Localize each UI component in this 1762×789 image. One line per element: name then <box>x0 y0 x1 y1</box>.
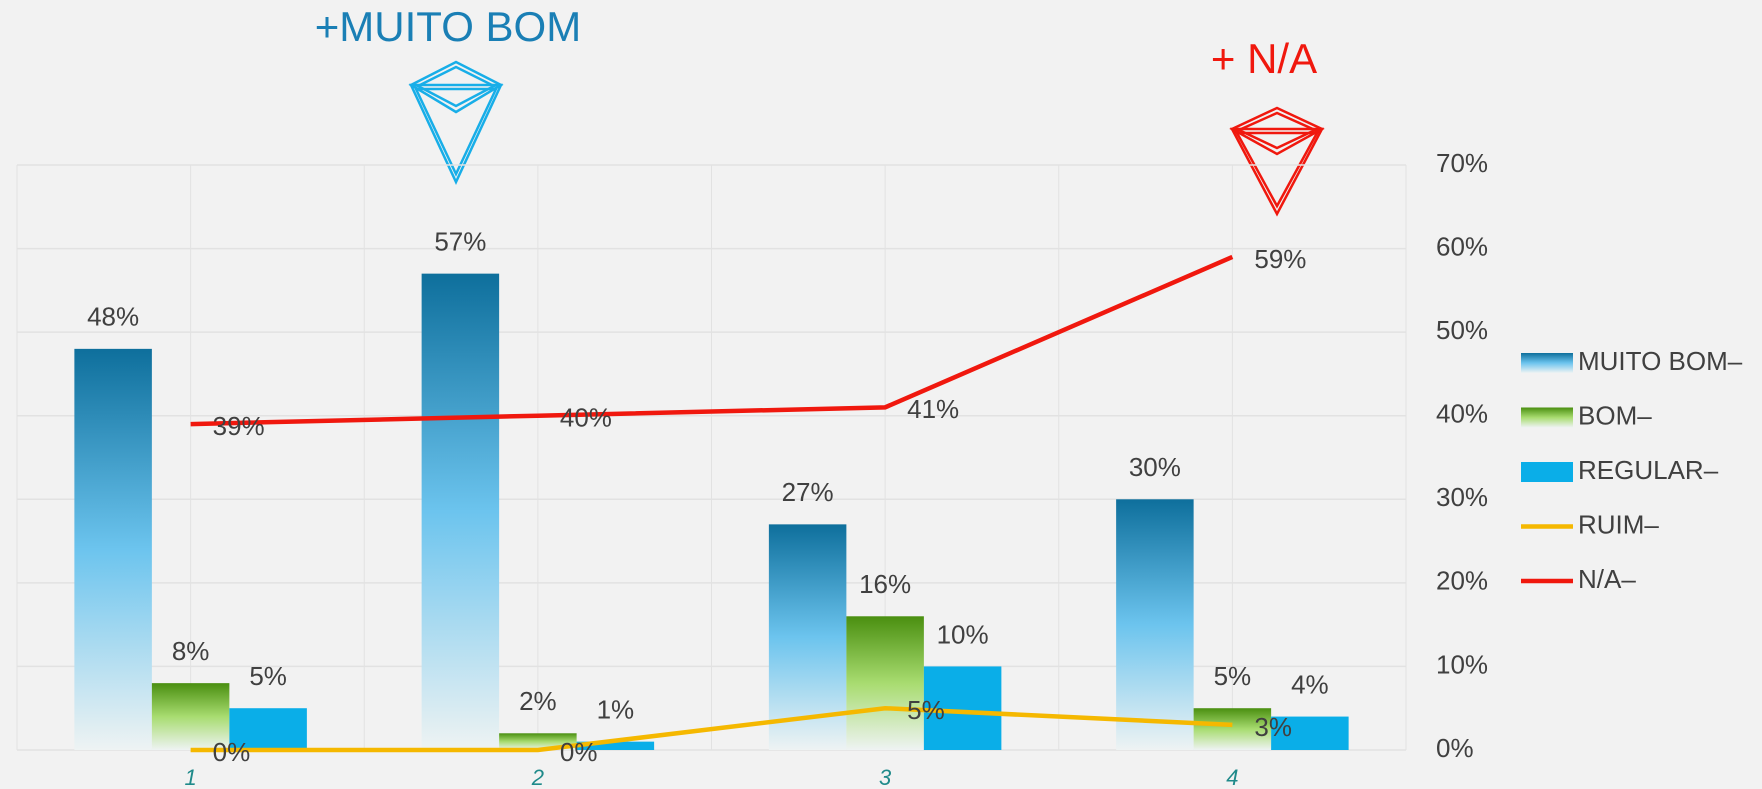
line <box>190 705 1233 753</box>
annotation-icon <box>408 60 504 185</box>
legend-swatch <box>1521 462 1573 482</box>
legend-label: N/A– <box>1578 564 1636 594</box>
y-tick-label: 10% <box>1436 649 1488 679</box>
data-label: 40% <box>560 403 612 433</box>
bar <box>229 708 307 750</box>
y-tick-label: 30% <box>1436 482 1488 512</box>
bar <box>1271 716 1349 750</box>
data-label: 39% <box>213 411 265 441</box>
data-label: 59% <box>1254 244 1306 274</box>
data-label: 2% <box>519 686 557 716</box>
y-tick-label: 50% <box>1436 315 1488 345</box>
legend-label: BOM– <box>1578 400 1652 430</box>
data-label: 0% <box>213 737 251 767</box>
x-tick-label: 4 <box>1226 765 1238 789</box>
legend-swatch <box>1521 353 1573 373</box>
data-label: 10% <box>937 619 989 649</box>
legend-label: REGULAR– <box>1578 455 1719 485</box>
bar <box>1193 708 1272 750</box>
x-tick-label: 3 <box>879 765 892 789</box>
data-label: 5% <box>1214 661 1252 691</box>
data-label: 16% <box>859 569 911 599</box>
legend-swatch <box>1521 407 1573 428</box>
data-label: 1% <box>597 695 635 725</box>
y-tick-label: 20% <box>1436 566 1488 596</box>
data-label: 4% <box>1291 669 1329 699</box>
data-label: 3% <box>1254 712 1292 742</box>
y-tick-label: 40% <box>1436 399 1488 429</box>
bar <box>74 348 152 750</box>
bar <box>923 666 1002 750</box>
legend-label: MUITO BOM– <box>1578 346 1743 376</box>
annotation-icon <box>1229 106 1325 217</box>
data-label: 41% <box>907 394 959 424</box>
y-tick-label: 0% <box>1436 733 1474 763</box>
annotation: +MUITO BOM <box>315 3 581 50</box>
data-label: 48% <box>87 302 139 332</box>
data-label: 8% <box>172 636 210 666</box>
data-label: 5% <box>907 695 945 725</box>
bar <box>1116 499 1194 750</box>
line <box>190 254 1234 427</box>
data-label: 57% <box>434 227 486 257</box>
legend-label: RUIM– <box>1578 509 1659 539</box>
y-tick-label: 70% <box>1436 148 1488 178</box>
data-label: 5% <box>249 661 287 691</box>
annotation: + N/A <box>1211 35 1317 82</box>
bar <box>576 741 655 750</box>
bar <box>151 683 230 750</box>
data-label: 27% <box>782 477 834 507</box>
bar <box>846 616 924 750</box>
data-label: 0% <box>560 737 598 767</box>
data-label: 30% <box>1129 452 1181 482</box>
x-tick-label: 2 <box>531 765 544 789</box>
bar <box>421 273 500 750</box>
y-tick-label: 60% <box>1436 231 1488 261</box>
x-tick-label: 1 <box>185 765 197 789</box>
